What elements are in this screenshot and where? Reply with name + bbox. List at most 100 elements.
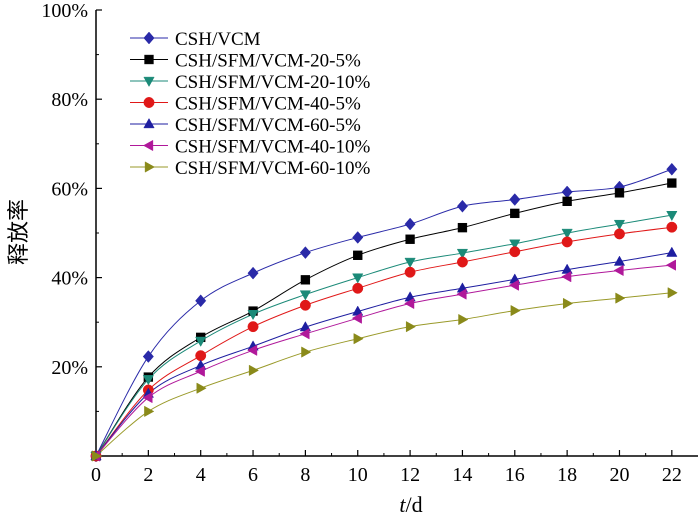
data-point-series-3	[456, 248, 469, 260]
data-point-series-7	[615, 292, 626, 304]
data-point-series-2	[300, 275, 311, 285]
data-point-series-7	[562, 297, 574, 310]
data-point-series-7	[510, 304, 521, 317]
data-point-series-7	[458, 313, 469, 326]
data-point-series-6	[142, 391, 153, 404]
y-tick-label: 60%	[51, 178, 88, 200]
data-point-series-1	[195, 294, 207, 308]
data-point-series-2	[353, 250, 363, 260]
series-line-3	[95, 214, 672, 457]
data-point-series-4	[666, 221, 678, 233]
data-point-series-4	[561, 236, 573, 248]
x-tick-label: 10	[348, 464, 368, 486]
data-point-series-6	[665, 259, 676, 271]
x-axis-label: t/d	[399, 492, 422, 517]
y-axis-ticks: 20% 40% 60% 80% 100%	[41, 0, 102, 412]
data-point-series-7	[405, 321, 417, 333]
data-point-series-1	[561, 185, 573, 199]
legend-label-4: CSH/SFM/VCM-40-5%	[175, 94, 361, 115]
legend-marker-4	[143, 97, 155, 108]
data-point-series-3	[299, 290, 312, 301]
data-point-series-6	[404, 297, 415, 310]
data-point-series-4	[509, 246, 521, 258]
x-tick-label: 8	[300, 464, 310, 486]
data-point-series-3	[142, 375, 154, 386]
x-axis-ticks: 0 2 4 6 8 10 12 14 16 18 20 22	[91, 450, 682, 486]
data-point-series-7	[91, 450, 102, 462]
data-point-series-3	[195, 336, 207, 347]
x-axis-label-italic: t	[399, 492, 406, 517]
y-tick-label: 100%	[41, 0, 88, 22]
data-point-series-4	[456, 256, 468, 268]
data-point-series-4	[614, 228, 625, 240]
y-tick-label: 80%	[51, 89, 88, 111]
data-point-series-1	[299, 246, 311, 259]
data-point-series-1	[404, 217, 416, 231]
data-point-series-3	[352, 273, 364, 284]
x-tick-label: 0	[91, 464, 101, 486]
series-markers	[90, 162, 678, 463]
data-point-series-6	[299, 328, 310, 340]
series-line-2	[95, 182, 672, 457]
legend-label-6: CSH/SFM/VCM-40-10%	[175, 137, 370, 158]
data-point-series-7	[248, 364, 260, 376]
x-tick-label: 22	[662, 464, 682, 486]
legend: CSH/VCMCSH/SFM/VCM-20-5%CSH/SFM/VCM-20-1…	[130, 29, 370, 179]
data-point-series-7	[667, 287, 678, 299]
legend-label-3: CSH/SFM/VCM-20-10%	[175, 72, 370, 93]
series-line-1	[95, 168, 672, 457]
data-point-series-7	[301, 346, 312, 358]
data-point-series-5	[613, 255, 626, 266]
data-point-series-6	[194, 365, 205, 377]
data-point-series-1	[142, 350, 154, 363]
data-point-series-6	[247, 344, 258, 356]
legend-label-2: CSH/SFM/VCM-20-5%	[175, 51, 361, 72]
y-tick-label: 20%	[51, 357, 88, 379]
legend-marker-7	[144, 161, 155, 173]
x-axis-label-unit: /d	[406, 492, 423, 517]
x-tick-label: 20	[609, 464, 629, 486]
data-point-series-1	[666, 162, 678, 176]
data-point-series-1	[509, 193, 521, 206]
x-tick-label: 14	[452, 464, 472, 486]
data-point-series-3	[561, 228, 573, 239]
data-point-series-3	[509, 239, 521, 250]
legend-marker-3	[143, 76, 155, 87]
data-point-series-6	[613, 264, 624, 277]
data-point-series-1	[352, 231, 364, 244]
legend-marker-1	[143, 31, 155, 45]
data-point-series-4	[404, 266, 416, 278]
legend-marker-6	[143, 139, 154, 152]
data-point-series-6	[561, 271, 572, 283]
legend-marker-2	[144, 54, 154, 65]
data-point-series-7	[196, 382, 207, 394]
data-point-series-7	[144, 405, 155, 418]
series-lines	[95, 168, 672, 457]
data-point-series-3	[404, 257, 416, 268]
data-point-series-2	[614, 188, 625, 198]
x-tick-label: 12	[400, 464, 420, 486]
data-point-series-7	[353, 333, 364, 345]
data-point-series-1	[247, 266, 259, 280]
data-point-series-6	[508, 279, 519, 291]
data-point-series-3	[666, 211, 678, 222]
data-point-series-2	[562, 196, 572, 207]
x-tick-label: 6	[248, 464, 258, 486]
data-point-series-2	[457, 222, 468, 233]
y-axis-label: 释放率	[6, 199, 31, 265]
data-point-series-2	[667, 178, 677, 188]
data-point-series-4	[247, 321, 259, 333]
data-point-series-2	[405, 234, 415, 244]
data-point-series-6	[351, 312, 362, 324]
y-tick-label: 40%	[51, 268, 88, 290]
series-line-4	[95, 226, 672, 457]
data-point-series-4	[299, 299, 311, 311]
data-point-series-3	[247, 310, 259, 321]
data-point-series-1	[456, 199, 468, 213]
series-line-6	[95, 264, 672, 457]
x-tick-label: 2	[143, 464, 153, 486]
legend-label-1: CSH/VCM	[175, 29, 261, 50]
x-tick-label: 4	[196, 464, 206, 486]
legend-label-7: CSH/SFM/VCM-60-10%	[175, 158, 370, 179]
